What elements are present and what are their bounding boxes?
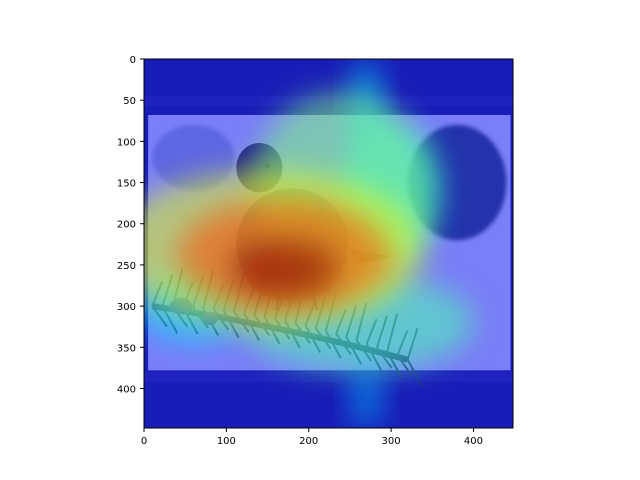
heat-region (349, 363, 383, 428)
plot-area (144, 59, 513, 428)
y-axis: 0 50 100 150 200 250 300 350 400 (117, 55, 144, 395)
y-tick-label: 100 (117, 137, 136, 148)
plot-frame (143, 58, 514, 429)
x-tick-label: 400 (464, 436, 483, 447)
y-tick-label: 400 (117, 384, 136, 395)
y-tick-label: 0 (130, 55, 136, 66)
y-tick-label: 50 (123, 96, 136, 107)
x-tick-label: 100 (217, 436, 236, 447)
y-tick-label: 150 (117, 179, 136, 190)
y-tick-label: 300 (117, 302, 136, 313)
y-tick-label: 200 (117, 220, 136, 231)
snow-shadow-left (152, 124, 235, 191)
heat-region (230, 240, 338, 298)
x-tick-label: 0 (141, 436, 147, 447)
y-tick-label: 350 (117, 343, 136, 354)
heatmap-overlay (144, 59, 513, 428)
photo-bottom-band (144, 371, 513, 382)
y-tick-label: 250 (117, 261, 136, 272)
x-axis: 0 100 200 300 400 (141, 428, 483, 447)
x-tick-label: 300 (382, 436, 401, 447)
x-tick-label: 200 (299, 436, 318, 447)
